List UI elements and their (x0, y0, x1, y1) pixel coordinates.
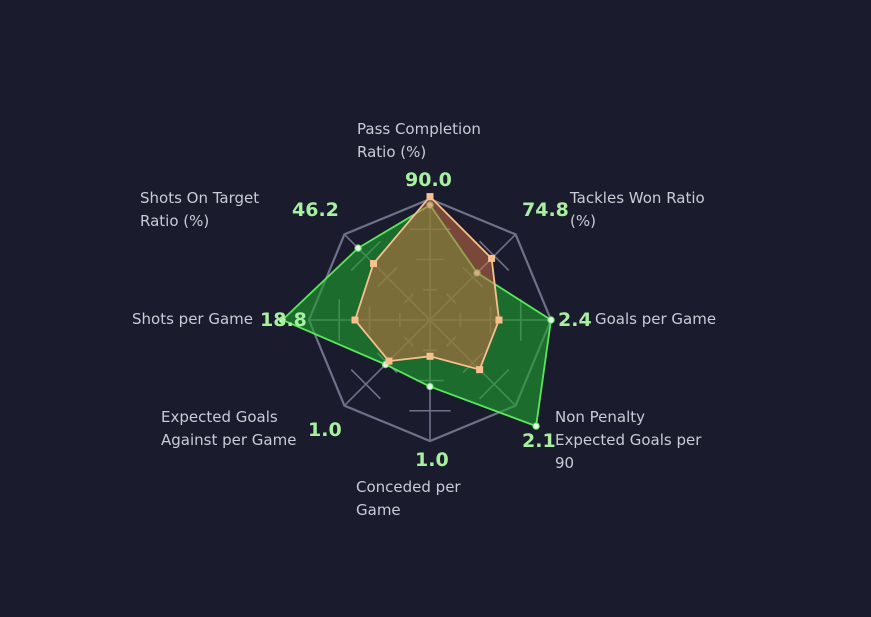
axis-label-line: Goals per Game (595, 310, 717, 328)
series-2-point (385, 357, 393, 365)
axis-label-line: Conceded per (356, 478, 461, 496)
axis-label-line: Ratio (%) (140, 212, 210, 230)
axis-value-label: 74.8 (522, 199, 569, 221)
series-2-point (476, 366, 484, 374)
series-2-point (426, 352, 434, 360)
axis-label-line: Tackles Won Ratio (570, 189, 705, 207)
series-1-point (278, 316, 287, 324)
axis-label: Conceded per Game (356, 476, 461, 522)
axis-value-label: 1.0 (308, 419, 342, 441)
series-2-point (488, 254, 496, 262)
axis-value-label: 46.2 (292, 199, 339, 221)
axis-label: Tackles Won Ratio (%) (570, 187, 705, 233)
axis-value-label: 1.0 (415, 449, 449, 471)
series-2-point (495, 316, 503, 324)
series-2-point (370, 260, 378, 268)
axis-label-line: Against per Game (161, 431, 297, 449)
series-2-point (426, 193, 434, 201)
axis-label-line: Shots On Target (140, 189, 260, 207)
axis-label-line: 90 (555, 454, 575, 472)
axis-value-label: 18.8 (260, 309, 307, 331)
axis-value-label: 90.0 (405, 169, 452, 191)
axis-label: Expected Goals Against per Game (161, 406, 296, 452)
series-1-point (532, 422, 540, 430)
axis-label-line: Pass Completion (357, 120, 481, 138)
axis-label-line: Non Penalty (555, 408, 646, 426)
axis-label-line: Ratio (%) (357, 143, 427, 161)
axis-label: Goals per Game (595, 308, 716, 331)
axis-value-label: 2.4 (558, 309, 592, 331)
series-1-point (547, 316, 555, 324)
axis-label-line: Expected Goals per (555, 431, 702, 449)
series-2-point (351, 316, 359, 324)
axis-label-line: (%) (570, 212, 596, 230)
axis-label: Shots per Game (132, 308, 253, 331)
radar-grid-tick (350, 368, 382, 400)
axis-label: Non Penalty Expected Goals per 90 (555, 406, 701, 475)
axis-label-line: Game (356, 501, 401, 519)
axis-label-line: Expected Goals (161, 408, 278, 426)
series-1-point (354, 244, 362, 252)
axis-value-label: 2.1 (522, 430, 556, 452)
series-1-point (426, 382, 434, 391)
axis-label: Shots On Target Ratio (%) (140, 187, 259, 233)
axis-label: Pass Completion Ratio (%) (357, 118, 481, 164)
series-2-area (353, 195, 500, 371)
axis-label-line: Shots per Game (132, 310, 254, 328)
